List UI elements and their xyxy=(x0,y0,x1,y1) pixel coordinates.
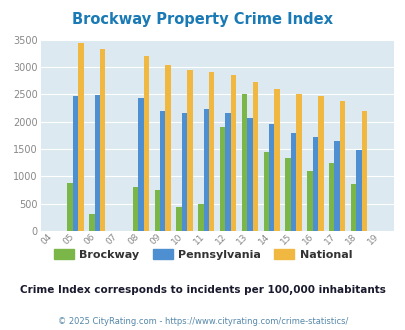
Bar xyxy=(181,113,187,231)
Bar xyxy=(198,204,203,231)
Bar xyxy=(203,109,209,231)
Bar xyxy=(220,127,225,231)
Text: © 2025 CityRating.com - https://www.cityrating.com/crime-statistics/: © 2025 CityRating.com - https://www.city… xyxy=(58,317,347,326)
Bar xyxy=(176,207,181,231)
Bar xyxy=(143,56,149,231)
Bar xyxy=(154,190,160,231)
Bar xyxy=(269,124,274,231)
Bar xyxy=(312,138,317,231)
Bar xyxy=(209,72,214,231)
Bar xyxy=(230,75,236,231)
Bar xyxy=(339,101,345,231)
Bar xyxy=(285,158,290,231)
Bar xyxy=(263,152,269,231)
Bar xyxy=(361,111,366,231)
Text: Crime Index corresponds to incidents per 100,000 inhabitants: Crime Index corresponds to incidents per… xyxy=(20,285,385,295)
Bar xyxy=(296,94,301,231)
Bar xyxy=(241,94,247,231)
Bar xyxy=(72,96,78,231)
Bar xyxy=(138,98,143,231)
Bar xyxy=(274,89,279,231)
Bar xyxy=(290,133,296,231)
Bar xyxy=(317,96,323,231)
Bar xyxy=(89,214,94,231)
Bar xyxy=(165,65,171,231)
Bar xyxy=(78,44,83,231)
Bar xyxy=(350,184,355,231)
Bar xyxy=(355,149,361,231)
Bar xyxy=(94,95,100,231)
Bar xyxy=(225,114,230,231)
Bar xyxy=(100,49,105,231)
Bar xyxy=(132,187,138,231)
Bar xyxy=(328,163,334,231)
Bar xyxy=(247,118,252,231)
Bar xyxy=(187,70,192,231)
Legend: Brockway, Pennsylvania, National: Brockway, Pennsylvania, National xyxy=(49,245,356,264)
Bar xyxy=(252,82,258,231)
Bar xyxy=(160,111,165,231)
Text: Brockway Property Crime Index: Brockway Property Crime Index xyxy=(72,12,333,26)
Bar xyxy=(67,183,72,231)
Bar xyxy=(307,171,312,231)
Bar xyxy=(334,141,339,231)
